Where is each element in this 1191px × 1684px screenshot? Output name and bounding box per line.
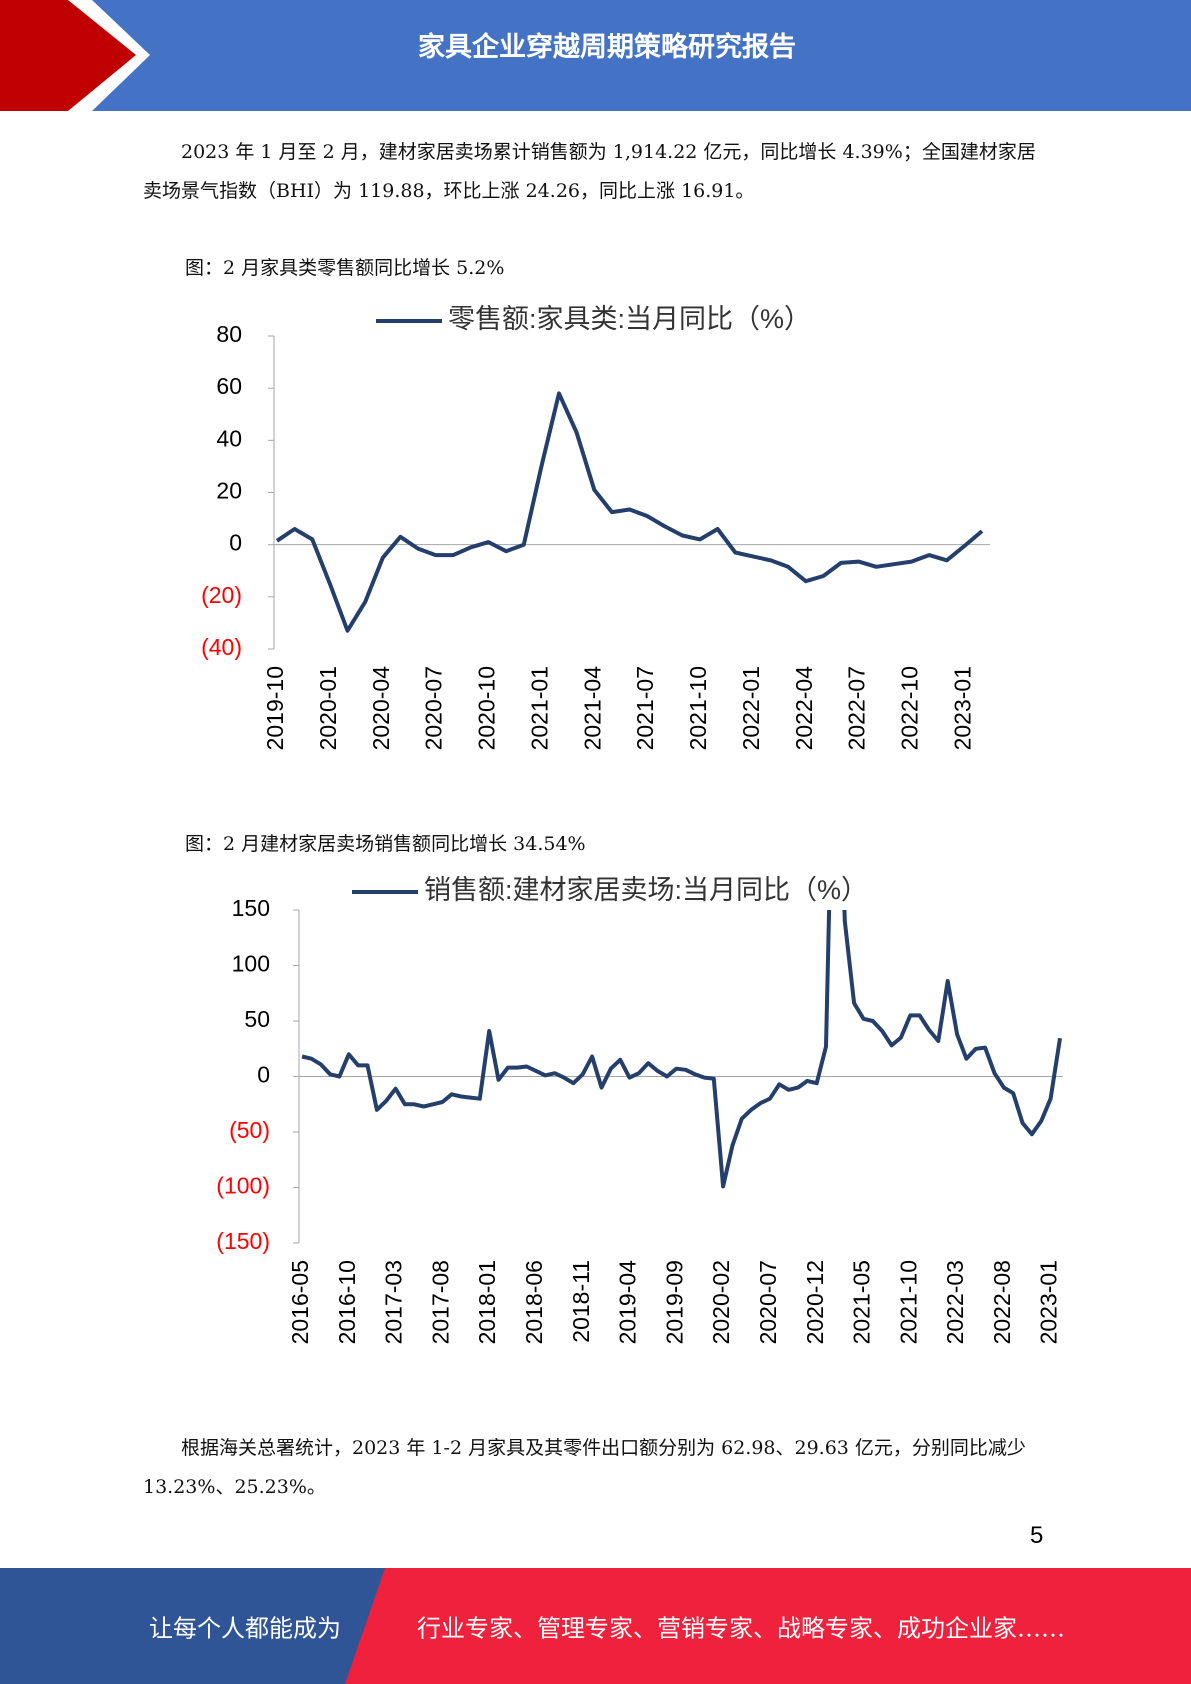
- x-tick-label: 2022-01: [738, 666, 764, 750]
- x-tick-label: 2017-03: [381, 1260, 407, 1344]
- paragraph: 根据海关总署统计，2023 年 1-2 月家具及其零件出口额分别为 62.98、…: [143, 1437, 1026, 1498]
- x-tick-label: 2022-10: [897, 666, 923, 750]
- x-tick-label: 2020-07: [755, 1260, 781, 1344]
- x-tick-label: 2020-04: [368, 666, 394, 751]
- x-tick-label: 2020-02: [708, 1260, 734, 1344]
- x-tick-label: 2020-10: [474, 666, 500, 750]
- y-tick-label: 20: [216, 478, 242, 504]
- x-tick-label: 2019-09: [661, 1260, 687, 1344]
- y-tick-label: 50: [244, 1006, 270, 1032]
- caption: 图：2 月家具类零售额同比增长 5.2%: [185, 257, 505, 279]
- x-tick-label: 2021-04: [579, 666, 605, 751]
- x-tick-label: 2022-07: [844, 666, 870, 750]
- header-arrow: [0, 0, 148, 111]
- y-tick-label: (40): [201, 634, 242, 660]
- x-tick-label: 2016-10: [334, 1260, 360, 1344]
- y-tick-label: (100): [216, 1173, 270, 1199]
- legend-label: 零售额:家具类:当月同比（%）: [448, 304, 811, 334]
- chart: 80 60 40 20 0 (20) (40) 2019-10 2020-01 2020-04 20…: [201, 304, 990, 751]
- x-tick-label: 2021-05: [849, 1260, 875, 1344]
- x-tick-label: 2021-10: [895, 1260, 921, 1344]
- x-tick-label: 2018-06: [521, 1260, 547, 1344]
- chart: 150 100 50 0 (50) (100) (150) 2016-05 2016-10 201…: [216, 875, 1063, 1345]
- series-line: [301, 910, 1062, 1189]
- y-tick-label: (50): [229, 1117, 270, 1143]
- y-tick-label: 150: [232, 895, 270, 921]
- x-tick-label: 2021-01: [526, 666, 552, 750]
- x-tick-label: 2017-08: [427, 1260, 453, 1344]
- footer-left-text: 让每个人都能成为: [149, 1615, 341, 1643]
- x-tick-label: 2021-07: [632, 666, 658, 750]
- x-tick-label: 2016-05: [287, 1260, 313, 1344]
- paragraph: 2023 年 1 月至 2 月，建材家居卖场累计销售额为 1,914.22 亿元…: [143, 141, 1036, 202]
- footer-right-text: 行业专家、管理专家、营销专家、战略专家、成功企业家……: [417, 1615, 1065, 1643]
- x-tick-label: 2018-11: [568, 1260, 594, 1343]
- y-tick-label: 100: [232, 951, 270, 977]
- y-tick-label: (20): [201, 582, 242, 608]
- y-tick-label: 0: [229, 530, 242, 556]
- x-tick-label: 2022-04: [791, 666, 817, 751]
- footer: 让每个人都能成为 行业专家、管理专家、营销专家、战略专家、成功企业家……: [0, 1568, 1191, 1684]
- x-tick-label: 2020-07: [421, 666, 447, 750]
- series-line: [275, 391, 984, 633]
- x-tick-label: 2020-01: [315, 666, 341, 750]
- x-tick-label: 2022-08: [989, 1260, 1015, 1344]
- x-tick-label: 2023-01: [1036, 1260, 1062, 1344]
- x-tick-label: 2023-01: [949, 666, 975, 750]
- header-title: 家具企业穿越周期策略研究报告: [418, 31, 796, 62]
- header: 家具企业穿越周期策略研究报告: [0, 0, 1191, 111]
- x-tick-label: 2020-12: [802, 1260, 828, 1344]
- y-tick-label: 80: [216, 321, 242, 347]
- footer-right-band: [345, 1568, 1191, 1684]
- x-tick-label: 2019-04: [615, 1260, 641, 1345]
- x-tick-label: 2022-03: [942, 1260, 968, 1344]
- y-tick-label: 40: [216, 425, 242, 451]
- caption: 图：2 月建材家居卖场销售额同比增长 34.54%: [185, 833, 586, 855]
- header-arrow-edge: [68, 0, 150, 111]
- y-tick-label: 0: [257, 1062, 270, 1088]
- y-tick-label: 60: [216, 373, 242, 399]
- x-tick-label: 2018-01: [474, 1260, 500, 1344]
- page-number: 5: [1030, 1522, 1044, 1549]
- x-tick-label: 2021-10: [685, 666, 711, 750]
- legend-label: 销售额:建材家居卖场:当月同比（%）: [424, 875, 868, 905]
- header-band: [0, 0, 1191, 111]
- y-tick-label: (150): [216, 1228, 270, 1254]
- x-tick-label: 2019-10: [262, 666, 288, 750]
